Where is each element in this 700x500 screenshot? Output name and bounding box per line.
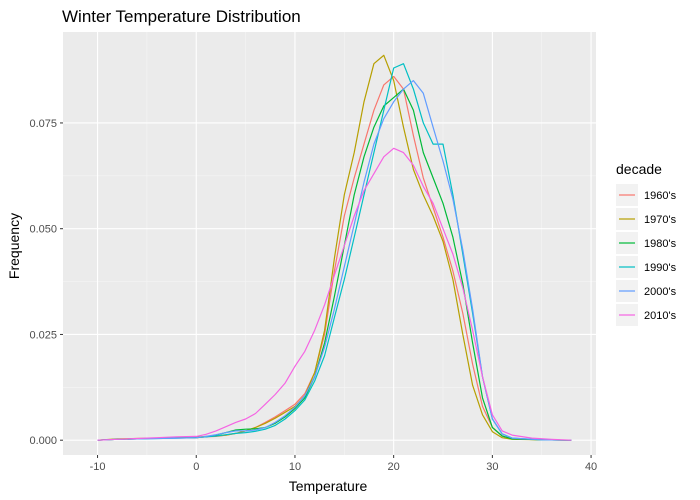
x-axis: -10 0 10 20 30 40 [90, 455, 597, 473]
plot-panel [63, 32, 596, 455]
y-tick-label: 0.075 [29, 118, 57, 130]
x-tick-label: 0 [193, 461, 199, 473]
y-tick-label: 0.050 [29, 224, 57, 236]
chart-title: Winter Temperature Distribution [62, 7, 301, 26]
series-line-5 [97, 147, 572, 441]
series-line-4 [97, 80, 572, 441]
legend-label-5: 2010's [644, 310, 677, 322]
legend-label-0: 1960's [644, 190, 677, 202]
legend: decade 1960's 1970's 1980's 1990's 2000's 201… [616, 161, 677, 326]
legend-label-2: 1980's [644, 238, 677, 250]
y-axis-title: Frequency [6, 213, 22, 279]
legend-label-3: 1990's [644, 262, 677, 274]
y-tick-label: 0.000 [29, 435, 57, 447]
x-axis-title: Temperature [289, 478, 368, 494]
legend-label-1: 1970's [644, 214, 677, 226]
x-tick-label: 30 [486, 461, 498, 473]
panel-background [63, 32, 596, 455]
y-tick-label: 0.025 [29, 329, 57, 341]
x-tick-label: 40 [585, 461, 597, 473]
legend-title: decade [616, 161, 662, 177]
x-tick-label: 10 [289, 461, 301, 473]
series-line-3 [97, 63, 572, 441]
x-tick-label: -10 [90, 461, 106, 473]
x-tick-label: 20 [388, 461, 400, 473]
y-axis: 0.000 0.025 0.050 0.075 [29, 118, 63, 447]
legend-label-4: 2000's [644, 286, 677, 298]
